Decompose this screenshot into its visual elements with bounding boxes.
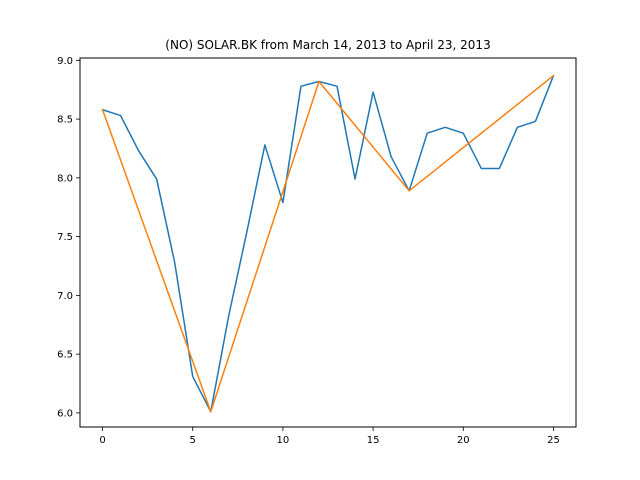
x-axis: 0 5 10 15 20 25 [99, 427, 560, 446]
y-tick-label: 7.0 [57, 291, 73, 302]
y-tick-label: 6.5 [57, 350, 73, 361]
y-axis: 6.0 6.5 7.0 7.5 8.0 8.5 9.0 [57, 56, 80, 419]
y-tick-label: 8.5 [57, 115, 73, 126]
chart-title: (NO) SOLAR.BK from March 14, 2013 to Apr… [165, 38, 490, 52]
series-line-2 [101, 74, 555, 413]
x-tick-label: 15 [367, 435, 380, 446]
x-tick-label: 20 [457, 435, 470, 446]
x-tick-label: 10 [277, 435, 290, 446]
y-tick-label: 8.0 [57, 173, 73, 184]
x-tick-label: 0 [99, 435, 105, 446]
y-tick-label: 6.0 [57, 408, 73, 419]
series-layer [101, 74, 555, 413]
plot-frame [79, 57, 577, 428]
x-tick-label: 25 [547, 435, 560, 446]
y-tick-label: 7.5 [57, 232, 73, 243]
y-tick-label: 9.0 [57, 56, 73, 67]
x-tick-label: 5 [190, 435, 196, 446]
series-line-1 [101, 74, 555, 413]
